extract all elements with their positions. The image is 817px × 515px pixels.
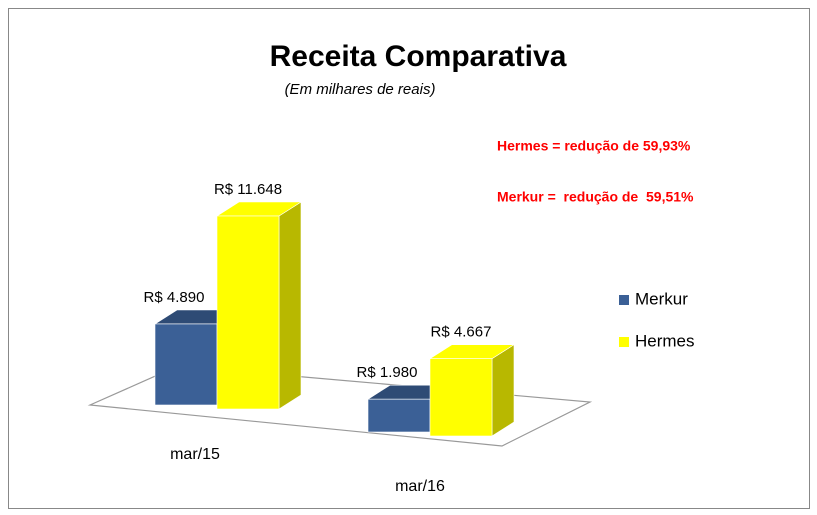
legend-swatch [619,295,629,305]
bar [367,398,431,433]
bar [216,215,280,410]
legend-label: Merkur [635,289,688,308]
value-label: R$ 1.980 [357,364,418,381]
bar [154,323,218,406]
bar [429,358,493,437]
value-label: R$ 4.667 [431,324,492,341]
x-tick-label: mar/15 [170,446,220,463]
chart-subtitle: (Em milhares de reais) [285,81,436,98]
chart-title: Receita Comparativa [270,40,567,73]
x-tick-label: mar/16 [395,478,445,495]
bar-side [491,344,515,437]
legend-swatch [619,337,629,347]
annotation: Merkur = redução de 59,51% [497,189,694,205]
legend-label: Hermes [635,331,695,350]
annotation: Hermes = redução de 59,93% [497,138,691,154]
value-label: R$ 4.890 [144,289,205,306]
value-label: R$ 11.648 [214,181,282,198]
bar-side [278,201,302,410]
